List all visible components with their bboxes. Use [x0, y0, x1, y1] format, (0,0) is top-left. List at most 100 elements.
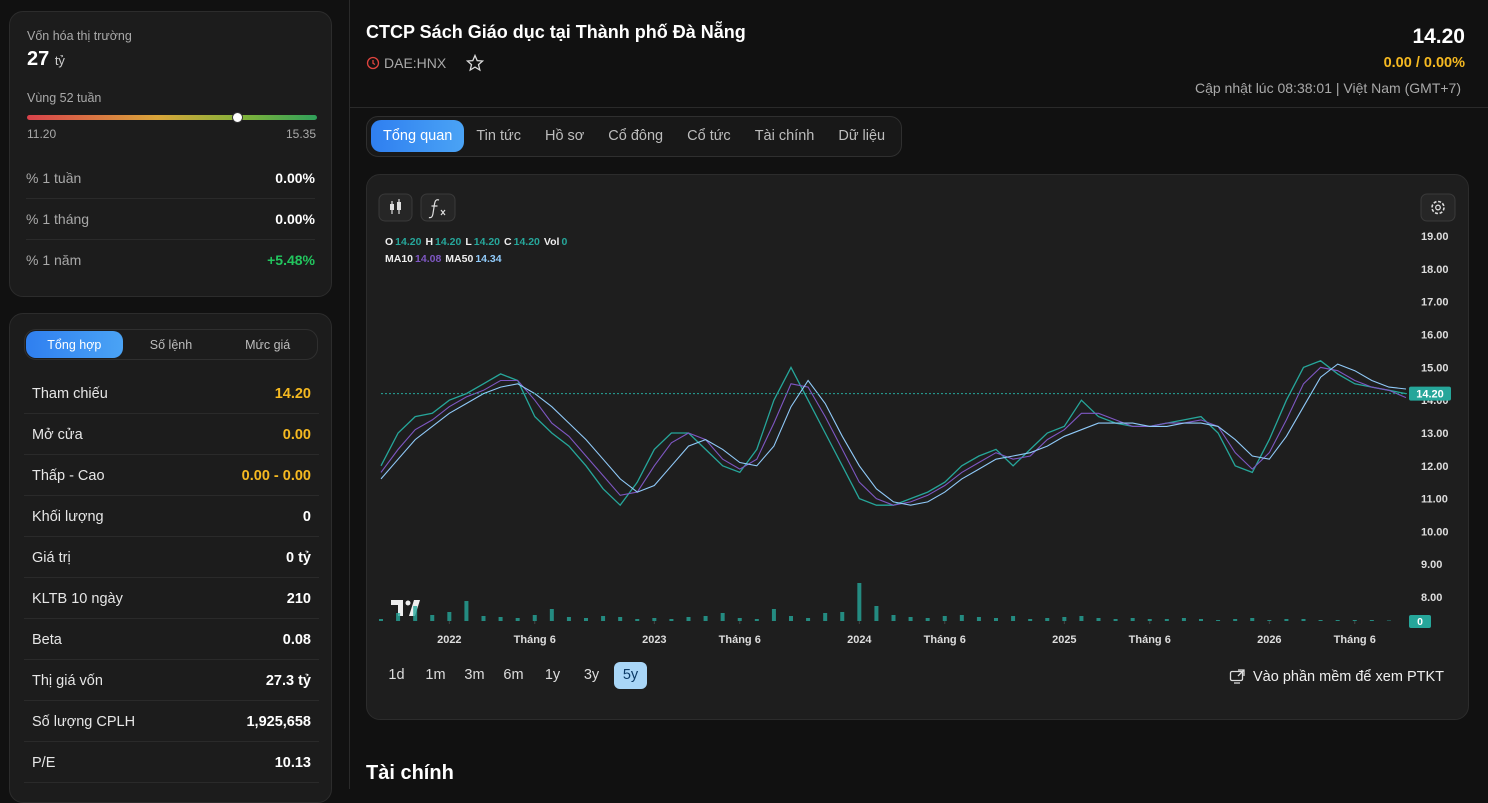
stat-label: KLTB 10 ngày — [32, 590, 123, 607]
market-cap: 27 tỷ — [27, 48, 65, 71]
stats-tab[interactable]: Tổng hợp — [26, 331, 123, 358]
legend-key: Vol — [544, 236, 560, 248]
stat-value: 10.13 — [274, 754, 311, 771]
volume-bar — [737, 618, 742, 621]
value: 27 — [27, 48, 50, 70]
gear-icon — [1431, 200, 1445, 215]
stats-card: Tổng hợp Số lệnh Mức giá Tham chiếu 14.20 Mở… — [9, 313, 332, 803]
stat-label: Mở cửa — [32, 426, 83, 443]
volume-bar — [771, 609, 776, 621]
range-low: 11.20 — [27, 127, 57, 141]
volume-bar — [447, 612, 452, 621]
volume-bar — [1062, 617, 1067, 621]
section-title: Tài chính — [366, 762, 454, 784]
volume-bar — [396, 613, 401, 621]
range-button[interactable]: 6m — [503, 667, 524, 683]
volume-bar — [1096, 618, 1101, 621]
main-tab[interactable]: Cổ đông — [608, 128, 664, 144]
main-tab[interactable]: Hồ sơ — [544, 128, 585, 144]
change-value: 0.00% — [275, 170, 315, 186]
indicator-button[interactable] — [420, 193, 456, 222]
y-tick-label: 19.00 — [1421, 231, 1449, 243]
volume-bar — [857, 583, 862, 621]
x-tick-label: 2023 — [642, 634, 666, 646]
main-tab[interactable]: Cổ tức — [687, 128, 731, 144]
main-tab[interactable]: Dữ liệu — [838, 128, 886, 144]
pt-link[interactable]: Vào phần mềm để xem PTKT — [1229, 669, 1444, 685]
volume-bar — [891, 615, 896, 621]
volume-bar — [994, 618, 998, 621]
volume-bar — [874, 606, 879, 621]
price: 14.20 — [1412, 25, 1465, 48]
range-high: 15.35 — [285, 127, 316, 141]
volume-bar — [635, 619, 640, 621]
stat-row: Thị giá vốn 27.3 tỷ — [24, 661, 319, 701]
range-button[interactable]: 3m — [464, 667, 485, 683]
range-button[interactable]: 3y — [583, 667, 600, 683]
price-change: 0.00 / 0.00% — [1383, 55, 1465, 71]
stat-value: 1,925,658 — [246, 713, 311, 730]
volume-bar — [959, 615, 964, 621]
ticker: DAE:HNX — [384, 55, 447, 71]
stat-value: 0.00 - 0.00 — [241, 467, 311, 484]
divider — [349, 0, 350, 789]
main-tab[interactable]: Tin tức — [476, 128, 521, 144]
range-button[interactable]: 1d — [388, 667, 405, 683]
legend-value: 14.08 — [415, 253, 441, 265]
change-label: % 1 năm — [26, 252, 82, 268]
legend-value: 14.20 — [514, 236, 540, 248]
stat-row: P/E 10.13 — [24, 743, 319, 783]
volume-bar — [464, 601, 469, 621]
stats-tab[interactable]: Mức giá — [245, 338, 291, 352]
summary-card: Vốn hóa thị trường 27 tỷ Vùng 52 tuần 11… — [9, 11, 332, 297]
change-value: 0.00% — [275, 211, 315, 227]
volume-bar — [1164, 619, 1169, 621]
stat-value: 27.3 tỷ — [265, 672, 311, 689]
y-tick-label: 9.00 — [1421, 559, 1442, 571]
stat-label: Số lượng CPLH — [32, 713, 136, 730]
legend-value: 14.20 — [474, 236, 500, 248]
stat-value: 0.00 — [282, 426, 311, 443]
volume-bar — [754, 619, 759, 621]
x-tick-label: Tháng 6 — [514, 634, 556, 646]
stat-label: Thị giá vốn — [32, 672, 103, 689]
legend-value: 0 — [561, 236, 567, 248]
external-icon — [1229, 669, 1245, 684]
volume-bar — [1335, 620, 1340, 621]
y-tick-label: 11.00 — [1421, 494, 1448, 506]
range-button[interactable]: 1y — [544, 667, 561, 683]
gear-icon — [1435, 204, 1441, 211]
series-line — [380, 363, 1407, 506]
volume-bar — [601, 616, 606, 621]
volume-bar — [1301, 619, 1306, 621]
volume-bar — [1113, 619, 1118, 621]
stat-row: Tham chiếu 14.20 — [24, 374, 319, 414]
volume-bar — [840, 612, 845, 621]
x-tick-label: 2022 — [437, 634, 461, 646]
updated-time: Cập nhật lúc 08:38:01 | Việt Nam (GMT+7) — [1194, 80, 1461, 96]
series-line — [380, 366, 1407, 506]
last-price-box — [1409, 386, 1451, 401]
favorite-star[interactable] — [466, 54, 484, 72]
stat-row: KLTB 10 ngày 210 — [24, 579, 319, 619]
volume-bar — [1045, 618, 1050, 621]
range-button[interactable]: 5y — [614, 662, 647, 689]
stats-tab[interactable]: Số lệnh — [149, 338, 193, 352]
chart-card: O 14.20 H 14.20 L 14.20 C 14.20 Vol 0 MA10 14.08 MA5… — [366, 174, 1469, 720]
volume-bar — [430, 615, 435, 621]
change-row: % 1 tuần 0.00% — [26, 158, 315, 199]
stat-label: Giá trị — [32, 549, 71, 566]
main-tab[interactable]: Tài chính — [754, 128, 815, 144]
volume-bar — [976, 617, 981, 621]
stat-label: Tham chiếu — [32, 385, 108, 402]
range-button[interactable]: 1m — [425, 667, 446, 683]
main-tab[interactable]: Tổng quan — [371, 120, 465, 152]
change-label: % 1 tháng — [26, 211, 90, 227]
candle-icon — [390, 204, 394, 210]
settings-button[interactable] — [1420, 193, 1456, 222]
legend-key: MA50 — [445, 253, 473, 265]
stat-value: 0 tỷ — [286, 549, 311, 566]
candle-button[interactable] — [378, 193, 413, 222]
